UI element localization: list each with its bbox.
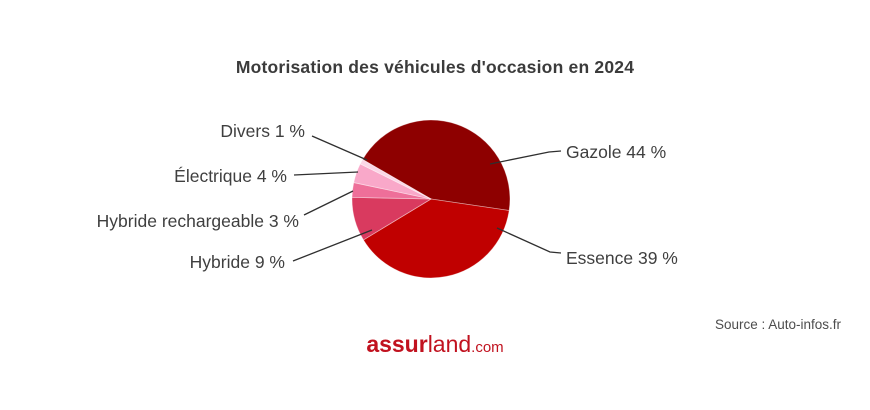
slice-label-gazole: Gazole 44 % <box>566 142 666 162</box>
logo-text-regular: land <box>427 331 472 357</box>
slice-label-hybride: Hybride 9 % <box>190 252 285 272</box>
logo-text-bold: assur <box>366 331 428 357</box>
slice-label-divers: Divers 1 % <box>220 121 305 141</box>
pie-slice-hybride <box>351 196 432 241</box>
slice-label-electrique: Électrique 4 % <box>174 166 287 186</box>
logo-text-tld: .com <box>471 339 504 356</box>
pie-slice-divers <box>359 159 432 200</box>
leader-line-hybride <box>292 229 373 262</box>
leader-line-essence <box>496 227 562 254</box>
chart-title: Motorisation des véhicules d'occasion en… <box>235 57 635 77</box>
leader-line-electrique <box>293 171 359 176</box>
slice-label-hybride-rechargeable: Hybride rechargeable 3 % <box>97 211 299 231</box>
leader-line-gazole <box>489 150 562 165</box>
pie-slice-hybride-rechargeable <box>351 182 432 200</box>
slice-label-essence: Essence 39 % <box>566 248 678 268</box>
assurland-logo: assurland.com <box>0 331 870 358</box>
pie-slice-electrique <box>353 163 432 200</box>
pie-slice-gazole <box>362 119 511 211</box>
source-attribution: Source : Auto-infos.fr <box>714 317 841 332</box>
leader-line-hybride-rechargeable <box>303 190 354 216</box>
leader-line-divers <box>311 135 368 161</box>
pie-slice-essence <box>363 198 510 279</box>
